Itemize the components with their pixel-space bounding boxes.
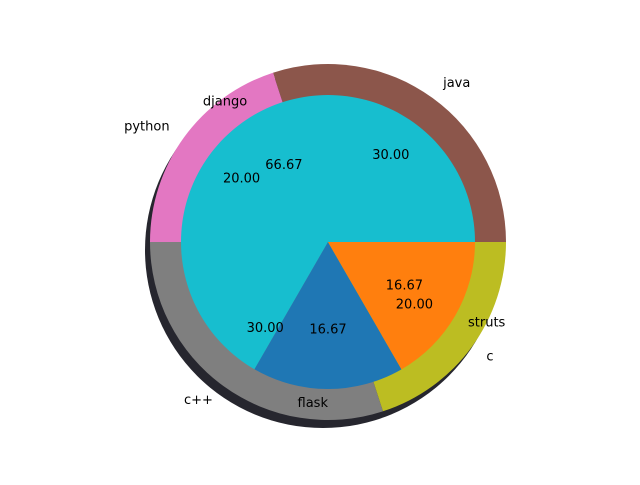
- value-label-c: 20.00: [396, 297, 433, 312]
- category-label-django: django: [203, 95, 247, 110]
- category-label-flask: flask: [298, 396, 329, 411]
- wedge-django: [181, 95, 475, 370]
- inner-pie: [181, 95, 475, 389]
- value-label-struts: 16.67: [386, 279, 423, 294]
- category-label-c: c: [486, 350, 493, 365]
- category-label-java: java: [442, 76, 470, 91]
- value-label-flask: 16.67: [309, 323, 346, 338]
- value-label-cplusplus: 30.00: [247, 321, 284, 336]
- label-layer: java 30.00 python 20.00 c++ 30.00 c 20.00 django…: [124, 76, 505, 411]
- value-label-java: 30.00: [372, 148, 409, 163]
- value-label-python: 20.00: [223, 172, 260, 187]
- value-label-django: 66.67: [265, 158, 302, 173]
- category-label-cplusplus: c++: [184, 393, 213, 408]
- category-label-python: python: [124, 119, 169, 134]
- wedge-flask: [254, 242, 402, 389]
- category-label-struts: struts: [468, 315, 506, 330]
- wedge-struts: [328, 242, 475, 370]
